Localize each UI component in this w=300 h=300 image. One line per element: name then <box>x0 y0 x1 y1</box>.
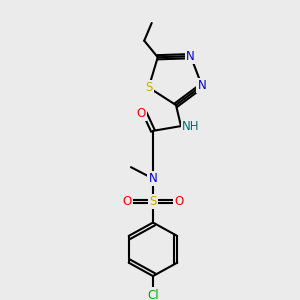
Text: N: N <box>197 79 206 92</box>
Text: O: O <box>174 195 184 208</box>
Text: NH: NH <box>182 120 200 133</box>
Text: S: S <box>149 195 157 208</box>
Text: S: S <box>145 81 152 94</box>
Text: N: N <box>186 50 195 63</box>
Text: Cl: Cl <box>147 289 159 300</box>
Text: O: O <box>122 195 132 208</box>
Text: O: O <box>136 107 146 120</box>
Text: N: N <box>148 172 158 185</box>
